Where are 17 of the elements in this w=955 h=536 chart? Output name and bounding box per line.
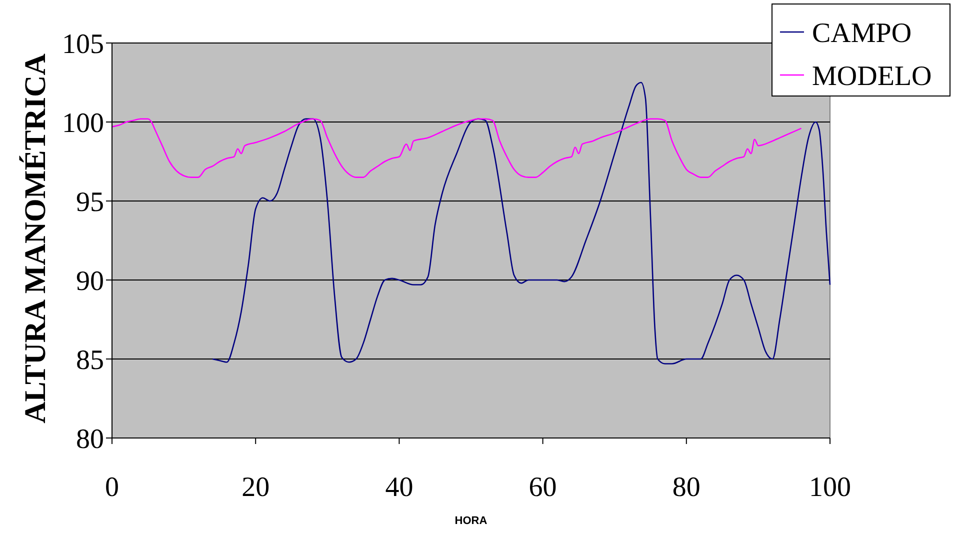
- x-tick-label: 0: [105, 472, 119, 503]
- y-tick-label: 105: [62, 28, 104, 60]
- x-axis-title: HORA: [454, 515, 488, 527]
- y-tick-label: 90: [76, 266, 104, 297]
- x-tick-label: 100: [809, 472, 851, 503]
- x-tick-label: 60: [528, 472, 557, 503]
- y-tick-label: 80: [76, 424, 104, 455]
- legend-label: CAMPO: [812, 18, 912, 49]
- x-tick-label: 80: [672, 472, 700, 503]
- y-axis-title: ALTURA MANOMÉTRICA: [19, 53, 52, 424]
- y-tick-label: 100: [62, 108, 104, 139]
- y-tick-label: 95: [76, 186, 104, 218]
- x-tick-label: 40: [385, 472, 414, 503]
- x-tick-label: 20: [242, 472, 270, 503]
- line-series: [111, 118, 802, 178]
- y-tick-label: 85: [76, 344, 104, 376]
- legend-label: MODELO: [812, 60, 932, 92]
